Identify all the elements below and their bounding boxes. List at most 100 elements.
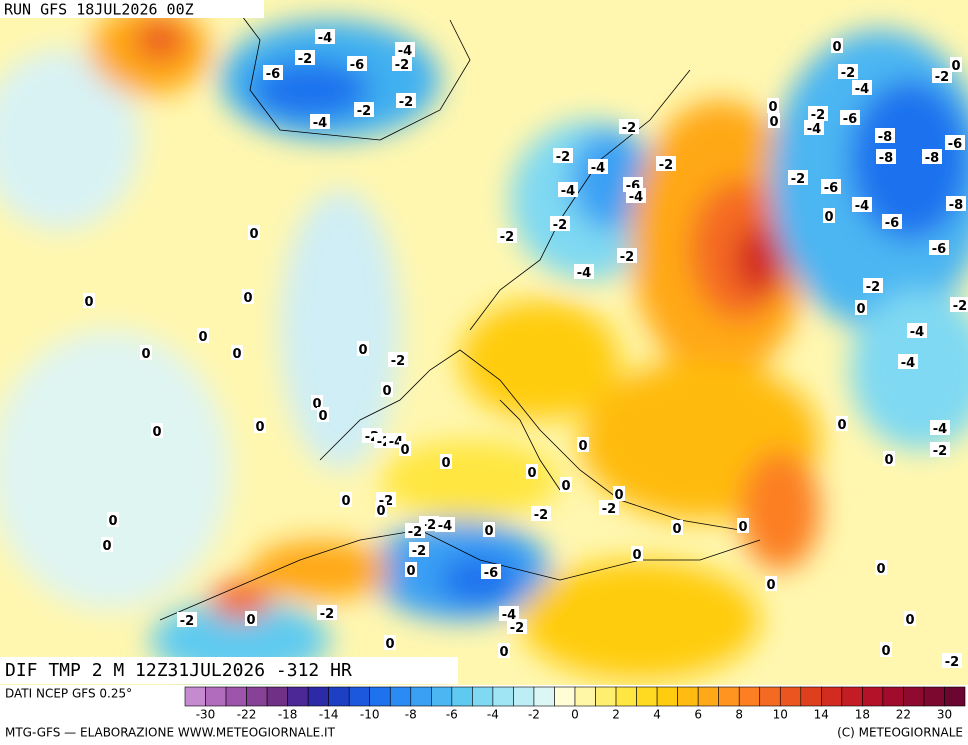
colorbar-swatch [328,686,350,707]
colorbar-swatch [410,686,432,707]
contour-label: -2 [953,299,967,314]
contour-label: 0 [441,456,450,471]
field-label: DIF TMP 2 M 12Z31JUL2026 -312 HR [5,660,352,681]
contour-label: 0 [385,637,394,652]
contour-label: -4 [855,199,869,214]
colorbar-label: 4 [653,708,661,722]
colorbar-label: -14 [319,708,339,722]
contour-label: -6 [932,242,946,257]
contour-label-box [804,120,824,135]
contour-label-box [395,42,415,57]
contour-label-box [531,506,551,521]
contour-label-box [409,542,429,557]
contour-label: -4 [629,190,643,205]
contour-label: 0 [614,488,623,503]
contour-label: -2 [933,444,947,459]
contour-label: -2 [841,66,855,81]
contour-label: -4 [855,82,869,97]
contour-label-box [588,159,608,174]
contour-label: 0 [837,418,846,433]
colorbar-label: 18 [855,708,870,722]
contour-label: 0 [358,343,367,358]
contour-label-box [876,149,896,164]
contour-label-box [317,605,337,620]
contour-label-box [950,57,962,72]
contour-label: -2 [534,508,548,523]
contour-label-box [354,102,374,117]
contour-label-box [311,395,323,410]
contour-label: -4 [398,44,412,59]
contour-label-box [499,606,519,621]
contour-label: -2 [422,518,436,533]
contour-label: 0 [152,425,161,440]
contour-label-box [671,520,683,535]
contour-label: 0 [881,644,890,659]
contour-label-box [396,93,416,108]
contour-label: -2 [553,218,567,233]
contour-label: -2 [500,230,514,245]
contour-label-box [388,352,408,367]
header-box [0,0,264,18]
contour-label-box [875,128,895,143]
contour-label: -8 [879,151,893,166]
contour-label-box [107,512,119,527]
contour-label-box [838,64,858,79]
colorbar-label: 10 [773,708,788,722]
colorbar-label: 14 [814,708,829,722]
colorbar-swatch [862,686,884,707]
colorbar-swatch [307,686,329,707]
contour-label: -6 [885,216,899,231]
contour-label-box [599,500,619,515]
colorbar-swatch [266,686,288,707]
contour-label: -2 [945,655,959,670]
contour-label-box [898,354,918,369]
contour-label: -2 [935,70,949,85]
colorbar-swatch [492,686,514,707]
contour-label: -6 [948,137,962,152]
colorbar-swatch [656,686,678,707]
contour-label: -2 [320,607,334,622]
contour-label: 0 [382,384,391,399]
contour-label-box [242,289,254,304]
contour-label-box [808,106,828,121]
contour-label-box [440,454,452,469]
colorbar-swatch [779,686,802,707]
contour-label-box [765,576,777,591]
colorbar-swatch [574,686,596,707]
contour-label-box [631,546,643,561]
contour-label: -2 [298,52,312,67]
colorbar-label: -8 [405,708,417,722]
contour-label: -2 [659,158,673,173]
contour-label-box [852,197,872,212]
contour-label: -2 [622,121,636,136]
contour-label-box [483,522,495,537]
contour-label-box [863,278,883,293]
contour-label-box [558,182,578,197]
colorbar-swatch [472,686,494,707]
contour-label: -6 [350,58,364,73]
contour-label: -4 [591,161,605,176]
contour-label-box [882,214,902,229]
contour-label-box [617,248,637,263]
contour-label: 0 [108,514,117,529]
colorbar-swatch [184,686,206,707]
contour-label: -6 [484,566,498,581]
contour-label: -6 [266,67,280,82]
contour-label: 0 [905,613,914,628]
contour-label: 0 [249,227,258,242]
contour-label-box [840,110,860,125]
contour-label: -2 [602,502,616,517]
colorbar-label: 2 [612,708,620,722]
colorbar-swatch [369,686,391,707]
contour-label-box [904,611,916,626]
contour-label: 0 [832,40,841,55]
contour-label-box [768,113,780,128]
colorbar-swatch [718,686,740,707]
contour-label: -6 [843,112,857,127]
contour-label-box [613,486,625,501]
contour-label-box [875,560,887,575]
colorbar-swatch [677,686,699,707]
colorbar-label: 30 [937,708,952,722]
contour-label-box [855,300,867,315]
